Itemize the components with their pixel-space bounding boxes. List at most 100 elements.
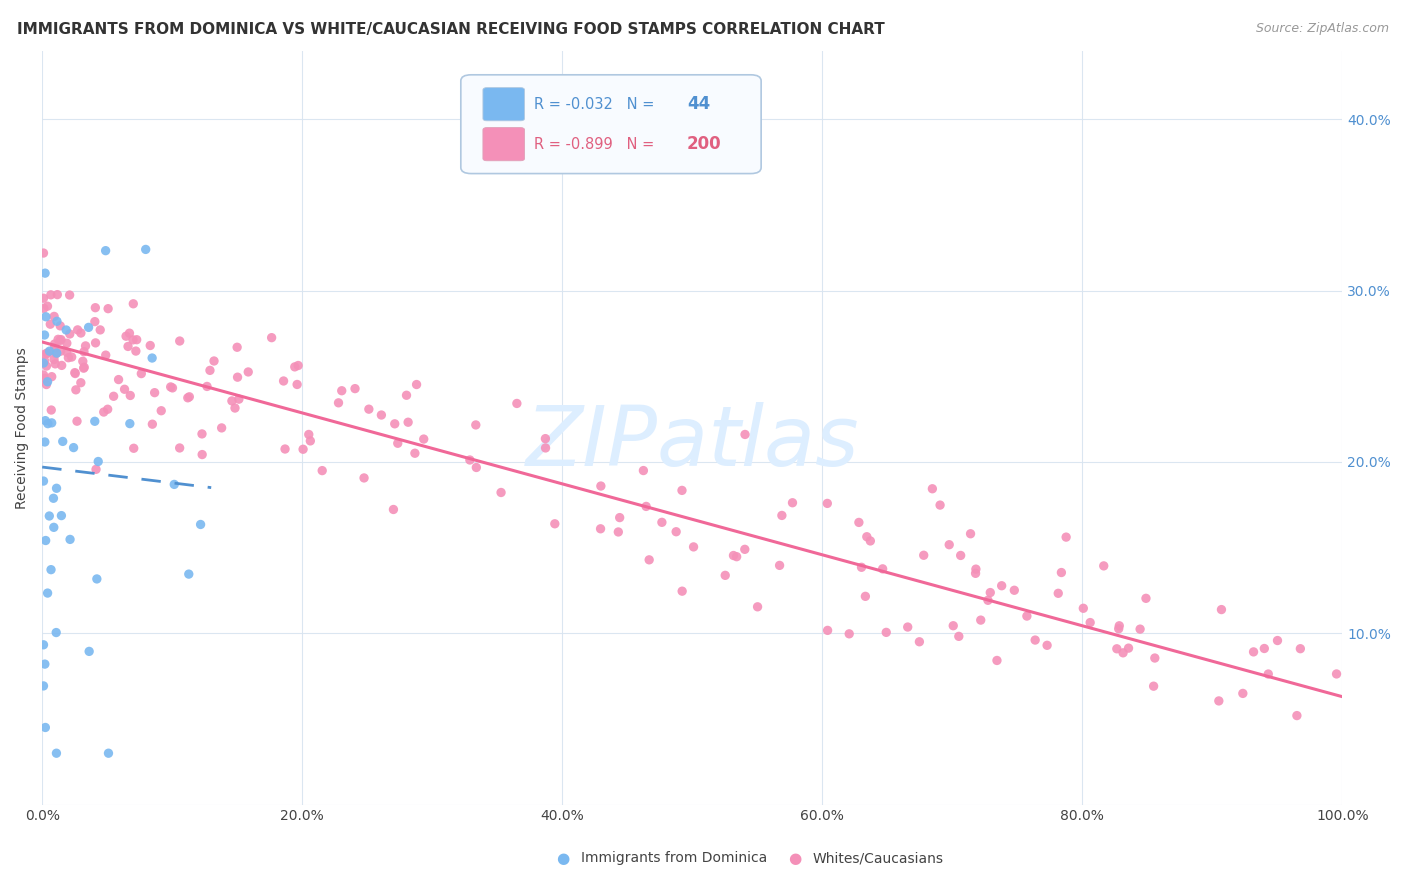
Point [458, 453, 481, 467]
Point [959, 526, 981, 541]
Point [97, 746, 120, 760]
Point [39, 317, 62, 331]
Point [990, 579, 1012, 593]
Point [77, 320, 100, 334]
Point [260, 331, 283, 345]
Point [298, 427, 321, 442]
Point [62, 441, 84, 455]
Point [770, 508, 793, 523]
Point [70, 326, 93, 340]
Point [921, 482, 943, 496]
Point [93, 405, 115, 419]
Point [1050, 566, 1073, 580]
Point [328, 396, 350, 410]
Text: Whites/Caucasians: Whites/Caucasians [813, 851, 943, 865]
Point [1036, 638, 1059, 652]
Point [228, 392, 250, 406]
Point [45, 347, 67, 361]
Point [141, 351, 163, 365]
Point [177, 391, 200, 405]
Point [1078, 615, 1101, 630]
Point [55, 323, 77, 337]
Point [942, 618, 965, 632]
Point [1047, 586, 1070, 600]
Text: ZIPatlas: ZIPatlas [526, 402, 859, 483]
Point [938, 538, 960, 552]
Point [34, 721, 56, 735]
Point [848, 516, 870, 530]
Point [162, 381, 184, 395]
Point [46, 287, 69, 301]
Point [42, 491, 65, 506]
Point [32, 301, 55, 316]
Point [948, 629, 970, 643]
Point [59, 288, 82, 302]
Point [37, 375, 59, 389]
Point [38, 508, 60, 523]
Point [32, 638, 55, 652]
Point [38, 344, 60, 359]
Point [159, 380, 181, 394]
Point [1257, 667, 1279, 681]
Point [609, 510, 631, 524]
Point [46, 314, 69, 328]
Point [34, 371, 56, 385]
Point [299, 434, 322, 448]
Point [1054, 530, 1077, 544]
Point [929, 498, 952, 512]
Point [32, 246, 55, 260]
FancyBboxPatch shape [482, 87, 524, 120]
Point [34, 347, 56, 361]
Point [179, 390, 201, 404]
Point [65, 383, 87, 397]
Point [949, 549, 972, 563]
Point [734, 542, 756, 557]
Y-axis label: Receiving Food Stamps: Receiving Food Stamps [15, 347, 30, 508]
Point [287, 359, 309, 373]
Point [872, 562, 894, 576]
Point [404, 446, 426, 460]
Point [544, 516, 567, 531]
Point [49, 318, 72, 333]
Point [52, 434, 75, 449]
Point [273, 374, 295, 388]
Point [1285, 708, 1308, 723]
Point [226, 340, 249, 354]
Point [1208, 694, 1230, 708]
Point [1289, 641, 1312, 656]
Text: R = -0.032   N =: R = -0.032 N = [534, 96, 658, 112]
Point [34, 354, 56, 368]
Point [191, 448, 214, 462]
Point [37, 586, 59, 600]
Point [163, 477, 186, 491]
Point [1015, 609, 1038, 624]
Point [292, 442, 315, 457]
Point [84, 301, 107, 315]
Point [60, 350, 83, 364]
Point [897, 620, 920, 634]
Point [122, 297, 145, 311]
Point [122, 333, 145, 347]
Point [226, 370, 249, 384]
Point [63, 367, 86, 381]
Point [118, 417, 141, 431]
Point [734, 427, 756, 442]
Point [534, 441, 557, 455]
Point [489, 485, 512, 500]
FancyBboxPatch shape [461, 75, 761, 174]
Point [651, 516, 673, 530]
Point [32, 368, 55, 382]
Point [73, 344, 96, 359]
Point [177, 567, 200, 582]
Point [34, 435, 56, 450]
Point [311, 464, 333, 478]
Point [120, 388, 142, 402]
Point [143, 385, 166, 400]
Point [1108, 622, 1130, 636]
Point [387, 436, 409, 450]
Point [607, 524, 630, 539]
Point [169, 441, 191, 455]
Point [49, 334, 72, 348]
Point [384, 417, 406, 431]
Point [344, 382, 367, 396]
